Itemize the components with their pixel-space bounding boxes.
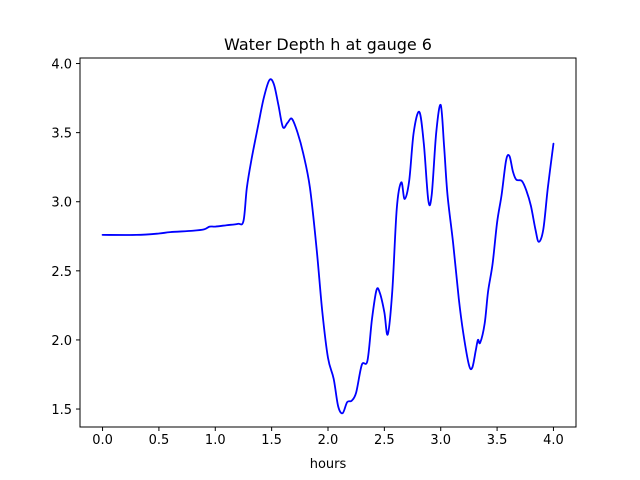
x-tick-label: 0.5 xyxy=(149,433,170,448)
series-line xyxy=(101,78,555,415)
x-tick-label: 4.0 xyxy=(543,433,564,448)
x-tick-label: 2.0 xyxy=(318,433,339,448)
y-tick-label: 4.0 xyxy=(51,58,72,73)
series-layer xyxy=(101,78,555,415)
y-tick-label: 2.5 xyxy=(51,265,72,280)
y-tick-label: 2.0 xyxy=(51,334,72,349)
x-tick-label: 2.5 xyxy=(374,433,395,448)
x-tick-label: 1.5 xyxy=(261,433,282,448)
x-tick-label: 1.0 xyxy=(205,433,226,448)
y-tick-label: 3.0 xyxy=(51,196,72,211)
chart-title: Water Depth h at gauge 6 xyxy=(224,35,432,54)
y-tick-label: 1.5 xyxy=(51,403,72,418)
x-tick-label: 0.0 xyxy=(92,433,113,448)
x-tick-label: 3.0 xyxy=(430,433,451,448)
x-axis-label: hours xyxy=(310,457,347,472)
y-tick-label: 3.5 xyxy=(51,127,72,142)
y-axis: 1.5 2.0 2.5 3.0 3.5 4.0 xyxy=(51,58,80,418)
x-axis: 0.0 0.5 1.0 1.5 2.0 2.5 3.0 3.5 4.0 xyxy=(92,427,564,448)
x-tick-label: 3.5 xyxy=(487,433,508,448)
